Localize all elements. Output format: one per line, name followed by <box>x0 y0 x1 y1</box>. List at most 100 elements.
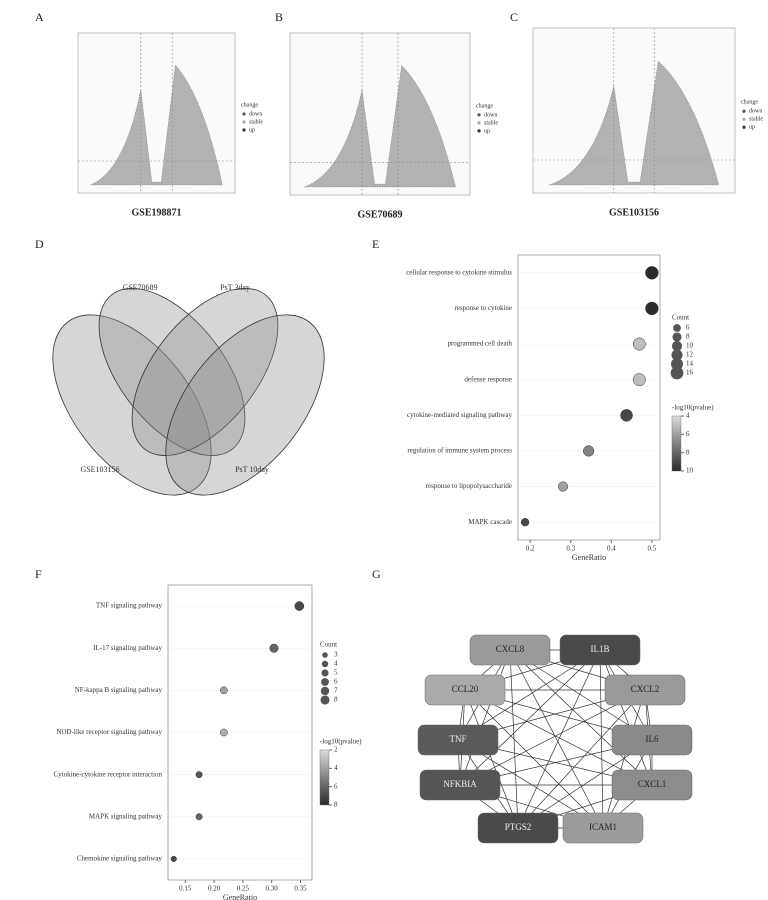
legend-label: 12 <box>686 351 694 359</box>
colorbar-label: 8 <box>686 448 690 456</box>
legend-label: up <box>749 125 755 131</box>
dot <box>558 482 568 492</box>
legend-title: -log10(pvalue) <box>320 738 362 746</box>
panel-label: C <box>510 10 518 24</box>
legend-label: up <box>484 128 490 134</box>
dot <box>270 644 278 652</box>
legend-label: stable <box>249 119 263 125</box>
x-tick-label: 0.15 <box>179 885 192 893</box>
legend-label: 8 <box>686 333 690 341</box>
legend-label: 7 <box>334 687 338 695</box>
dot <box>220 729 227 736</box>
colorbar-label: 10 <box>686 467 694 475</box>
legend-dot <box>242 128 245 131</box>
y-tick-label: response to lipopolysaccharide <box>426 482 512 490</box>
x-tick-label: 0.35 <box>294 885 307 893</box>
legend-dot <box>671 367 684 380</box>
x-axis-label: GeneRatio <box>572 553 606 562</box>
x-tick-label: 0.20 <box>208 885 221 893</box>
dot <box>645 302 658 315</box>
legend-label: 6 <box>686 324 690 332</box>
legend-label: 16 <box>686 369 694 377</box>
legend-dot <box>672 332 681 341</box>
legend-label: stable <box>749 117 763 123</box>
dot <box>621 409 633 421</box>
node-label: CCL20 <box>452 684 479 694</box>
legend-dot <box>321 678 329 686</box>
panel-label: F <box>35 567 42 581</box>
legend-dot <box>322 652 328 658</box>
dot <box>633 338 645 350</box>
legend-dot <box>321 669 328 676</box>
legend-label: 3 <box>334 651 338 659</box>
legend-dot <box>320 695 329 704</box>
x-tick-label: 0.2 <box>526 545 535 553</box>
legend-dot <box>242 112 245 115</box>
dot <box>645 266 658 279</box>
y-tick-label: regulation of immune system process <box>407 447 512 455</box>
dot <box>171 856 177 862</box>
legend-title: Count <box>672 314 689 322</box>
dot <box>583 446 594 457</box>
legend-dot <box>742 110 745 113</box>
venn-label: PsT 10day <box>235 465 269 474</box>
legend-label: down <box>749 109 762 115</box>
legend-label: down <box>484 112 497 118</box>
legend-dot <box>477 113 480 116</box>
node-label: IL6 <box>646 734 659 744</box>
dot <box>220 687 227 694</box>
venn-label: PsT 3day <box>220 283 250 292</box>
y-tick-label: NOD-like receptor signaling pathway <box>56 728 162 736</box>
legend-dot <box>322 661 328 667</box>
y-tick-label: cytokine-mediated signaling pathway <box>407 411 512 419</box>
figure: ABCDEFGGSE198871changedownstableupGSE706… <box>0 0 768 900</box>
panel-label: E <box>372 237 379 251</box>
legend-title: change <box>476 103 493 109</box>
x-axis-label: GeneRatio <box>223 893 257 900</box>
y-tick-label: response to cytokine <box>454 304 512 312</box>
venn-label: GSE70689 <box>122 283 157 292</box>
node-label: CXCL1 <box>638 779 667 789</box>
y-tick-label: NF-kappa B signaling pathway <box>75 686 163 694</box>
legend-title: -log10(pvalue) <box>672 404 714 412</box>
legend-label: 10 <box>686 342 694 350</box>
colorbar-label: 4 <box>334 764 338 772</box>
node-label: TNF <box>449 734 466 744</box>
y-tick-label: TNF signaling pathway <box>96 602 163 610</box>
y-tick-label: MAPK signaling pathway <box>89 812 163 820</box>
colorbar-label: 4 <box>686 412 690 420</box>
panel-label: G <box>372 567 381 581</box>
x-tick-label: 0.5 <box>648 545 657 553</box>
y-tick-label: programmed cell death <box>447 340 512 348</box>
x-tick-label: 0.3 <box>566 545 575 553</box>
venn-label: GSE103156 <box>80 465 119 474</box>
legend-label: up <box>249 127 255 133</box>
legend-title: Count <box>320 641 337 649</box>
legend-label: 4 <box>334 660 338 668</box>
node-label: ICAM1 <box>589 822 617 832</box>
y-tick-label: MAPK cascade <box>468 518 512 526</box>
legend-label: stable <box>484 120 498 126</box>
legend-title: change <box>241 102 258 108</box>
legend-dot <box>673 324 681 332</box>
y-tick-label: cellular response to cytokine stimulus <box>406 268 512 276</box>
y-tick-label: defense response <box>464 375 512 383</box>
legend-label: 8 <box>334 696 338 704</box>
legend-title: change <box>741 100 758 106</box>
legend-dot <box>242 120 245 123</box>
panel-label: A <box>35 10 44 24</box>
y-tick-label: Cytokine-cytokine receptor interaction <box>54 770 163 778</box>
dot <box>295 602 304 611</box>
x-tick-label: 0.4 <box>607 545 616 553</box>
caption: GSE70689 <box>357 209 402 220</box>
x-tick-label: 0.25 <box>237 885 250 893</box>
dot <box>521 518 529 526</box>
caption: GSE103156 <box>609 207 659 218</box>
caption: GSE198871 <box>131 207 181 218</box>
x-tick-label: 0.30 <box>266 885 279 893</box>
y-tick-label: IL-17 signaling pathway <box>93 644 162 652</box>
colorbar-label: 6 <box>334 782 338 790</box>
legend-label: down <box>249 111 262 117</box>
node-label: PTGS2 <box>505 822 532 832</box>
colorbar-label: 6 <box>686 430 690 438</box>
